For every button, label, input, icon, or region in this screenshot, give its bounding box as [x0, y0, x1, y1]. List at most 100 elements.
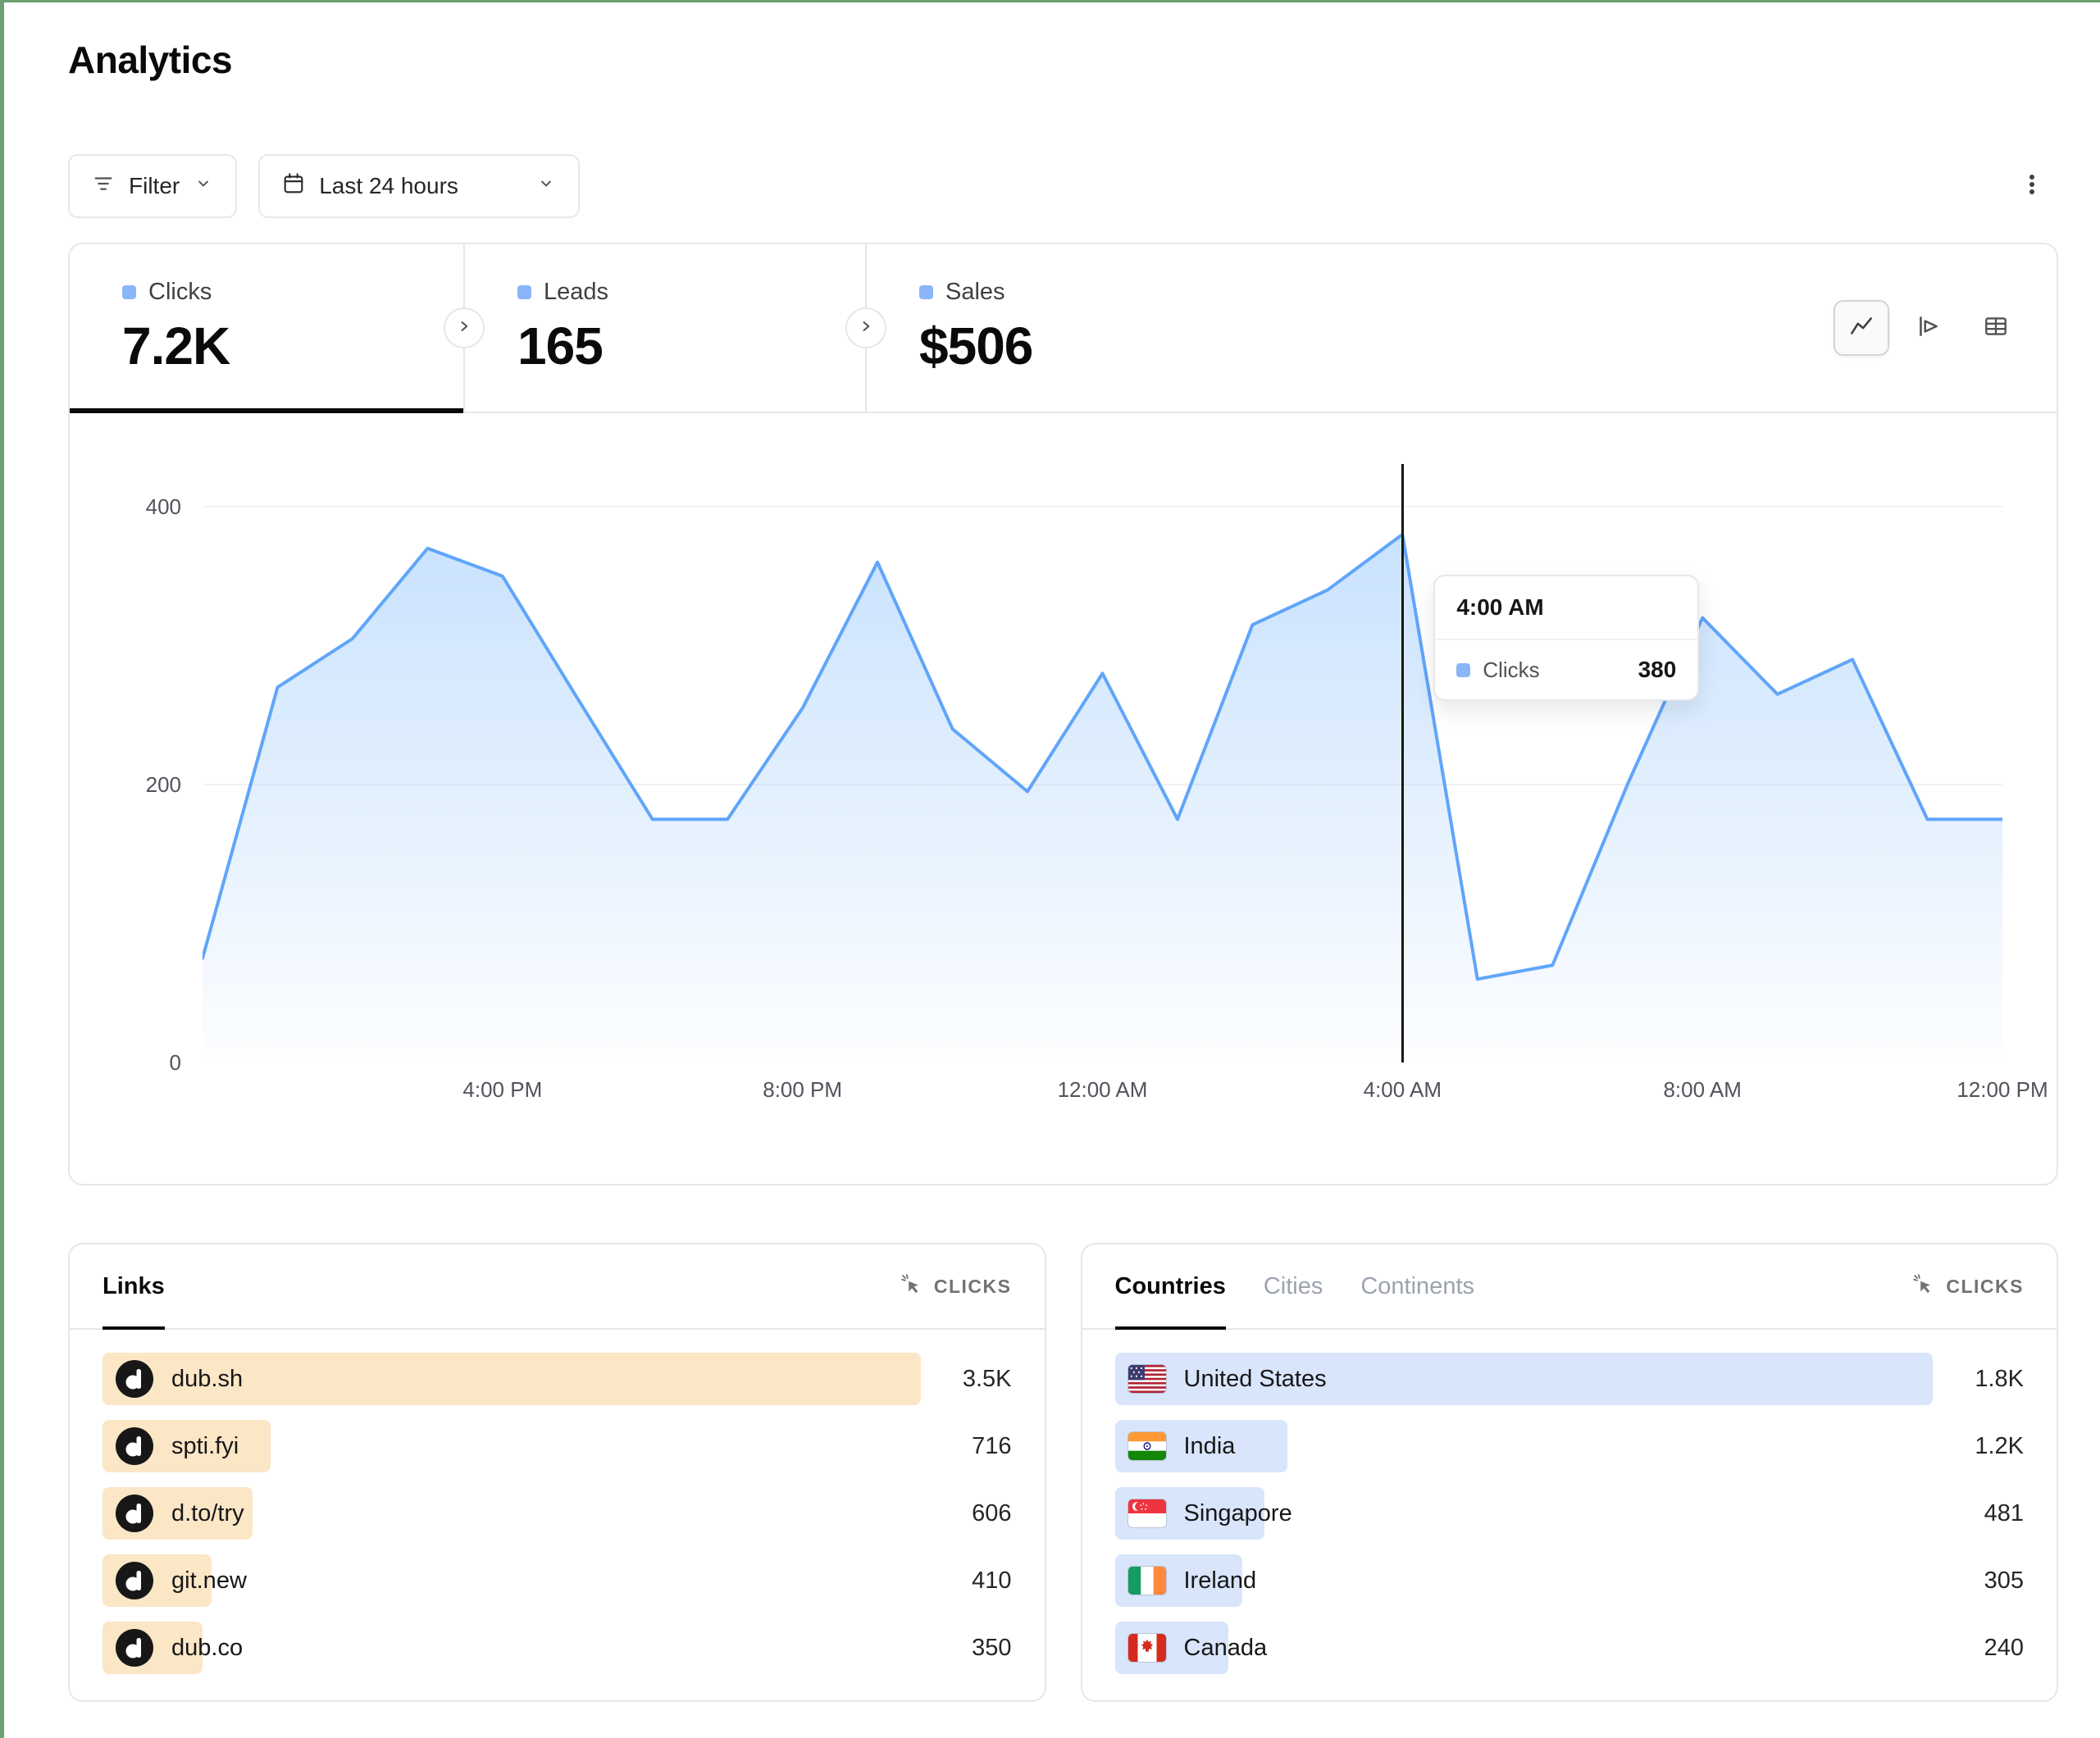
more-menu-button[interactable] — [2006, 160, 2058, 212]
y-axis-label: 200 — [145, 772, 181, 797]
flag-in-icon — [1127, 1431, 1167, 1461]
chart-cursor-line — [1401, 464, 1404, 1062]
link-label: dub.co — [171, 1634, 244, 1661]
tab-countries[interactable]: Countries — [1114, 1244, 1227, 1330]
cursor-click-icon — [1911, 1272, 1935, 1301]
tab-links[interactable]: Links — [102, 1244, 165, 1330]
link-row[interactable]: git.new 410 — [102, 1554, 1012, 1607]
clicks-count: 1.2K — [1975, 1432, 2024, 1459]
country-label: Ireland — [1183, 1567, 1257, 1594]
countries-panel-header: Countries Cities Continents CLICKS — [1082, 1244, 2057, 1330]
table-view-toggle[interactable] — [1968, 300, 2024, 356]
clicks-chart: 400 200 0 4:00 AM Clicks 380 4:00 PM 8:00… — [70, 413, 2057, 1184]
tooltip-legend-swatch — [1456, 662, 1471, 677]
tooltip-value: 380 — [1638, 657, 1677, 682]
grid-icon — [1982, 312, 2010, 344]
flag-us-icon — [1127, 1364, 1167, 1394]
dub-logo-icon — [116, 1562, 153, 1599]
page-title: Analytics — [68, 39, 233, 81]
tooltip-series-label: Clicks — [1483, 657, 1540, 682]
x-axis-label: 4:00 AM — [1363, 1077, 1442, 1102]
window-accent-top — [0, 0, 2100, 2]
expand-stats-button[interactable] — [444, 307, 485, 348]
filter-button-label: Filter — [129, 173, 180, 198]
tooltip-time: 4:00 AM — [1435, 576, 1698, 640]
link-row[interactable]: dub.sh 3.5K — [102, 1353, 1012, 1405]
date-range-button[interactable]: Last 24 hours — [258, 154, 581, 218]
clicks-count: 350 — [972, 1634, 1012, 1661]
date-range-label: Last 24 hours — [319, 173, 458, 198]
tab-cities[interactable]: Cities — [1263, 1272, 1323, 1299]
filter-button[interactable]: Filter — [68, 154, 238, 218]
window-accent-left — [0, 0, 4, 1738]
funnel-chart-icon — [1915, 312, 1943, 344]
flag-ie-icon — [1127, 1566, 1167, 1595]
stat-label: Clicks — [148, 279, 212, 305]
country-label: India — [1183, 1432, 1236, 1459]
analytics-card: Clicks 7.2K Leads 165 — [68, 243, 2058, 1185]
stat-tab-sales[interactable]: Sales $506 — [867, 244, 2057, 412]
dub-logo-icon — [116, 1495, 153, 1532]
stat-value: 7.2K — [122, 316, 230, 375]
metric-selector[interactable]: CLICKS — [899, 1272, 1012, 1301]
stat-value: 165 — [517, 316, 604, 375]
country-row[interactable]: Ireland 305 — [1114, 1554, 2024, 1607]
stat-value: $506 — [919, 316, 1033, 375]
x-axis-label: 8:00 PM — [763, 1077, 843, 1102]
chart-plot-area[interactable] — [203, 464, 2002, 1062]
calendar-icon — [281, 171, 306, 202]
x-axis-label: 12:00 AM — [1057, 1077, 1148, 1102]
cursor-click-icon — [899, 1272, 923, 1301]
flag-sg-icon — [1127, 1499, 1167, 1528]
value-bar — [102, 1353, 921, 1405]
dub-logo-icon — [116, 1360, 153, 1398]
stat-tab-leads[interactable]: Leads 165 — [465, 244, 886, 412]
link-row[interactable]: spti.fyi 716 — [102, 1420, 1012, 1472]
link-row[interactable]: d.to/try 606 — [102, 1487, 1012, 1540]
y-axis-label: 0 — [169, 1050, 181, 1075]
metric-label: CLICKS — [1946, 1275, 2024, 1297]
line-chart-icon — [1847, 312, 1875, 344]
clicks-count: 305 — [1984, 1567, 2024, 1594]
metric-label: CLICKS — [933, 1275, 1012, 1297]
expand-stats-button[interactable] — [845, 307, 886, 348]
line-chart-toggle[interactable] — [1834, 300, 1889, 356]
dub-logo-icon — [116, 1629, 153, 1667]
country-row[interactable]: Canada 240 — [1114, 1622, 2024, 1674]
tab-continents[interactable]: Continents — [1360, 1272, 1475, 1299]
country-row[interactable]: Singapore 481 — [1114, 1487, 2024, 1540]
clicks-count: 240 — [1984, 1634, 2024, 1661]
value-bar — [1114, 1353, 1934, 1405]
link-label: d.to/try — [171, 1499, 244, 1526]
link-label: dub.sh — [171, 1365, 244, 1392]
clicks-count: 481 — [1984, 1499, 2024, 1526]
link-label: spti.fyi — [171, 1432, 239, 1459]
country-label: United States — [1183, 1365, 1327, 1392]
stat-label: Sales — [945, 279, 1005, 305]
clicks-area-chart — [203, 506, 2002, 1062]
country-row[interactable]: United States 1.8K — [1114, 1353, 2024, 1405]
leads-legend-swatch — [517, 285, 531, 299]
clicks-count: 1.8K — [1975, 1365, 2024, 1392]
chart-view-toggles — [1834, 300, 2024, 356]
funnel-chart-toggle[interactable] — [1901, 300, 1957, 356]
link-label: git.new — [171, 1567, 247, 1594]
chevron-down-icon — [535, 173, 557, 200]
x-axis-label: 8:00 AM — [1663, 1077, 1742, 1102]
stat-label: Leads — [544, 279, 609, 305]
countries-panel: Countries Cities Continents CLICKS Unite… — [1080, 1243, 2058, 1702]
country-row[interactable]: India 1.2K — [1114, 1420, 2024, 1472]
metric-selector[interactable]: CLICKS — [1911, 1272, 2024, 1301]
links-panel-header: Links CLICKS — [70, 1244, 1045, 1330]
clicks-count: 410 — [972, 1567, 1012, 1594]
link-row[interactable]: dub.co 350 — [102, 1622, 1012, 1674]
clicks-legend-swatch — [122, 285, 136, 299]
dub-logo-icon — [116, 1427, 153, 1465]
stats-row: Clicks 7.2K Leads 165 — [70, 244, 2057, 413]
stat-tab-clicks[interactable]: Clicks 7.2K — [70, 244, 485, 413]
chevron-right-icon — [855, 316, 877, 341]
clicks-count: 3.5K — [962, 1365, 1012, 1392]
x-axis-label: 4:00 PM — [462, 1077, 543, 1102]
links-panel: Links CLICKS dub.sh 3.5K spti.fyi 716 d.to/t… — [68, 1243, 1046, 1702]
analytics-page: Analytics Filter Last 24 hours — [68, 39, 2058, 1702]
